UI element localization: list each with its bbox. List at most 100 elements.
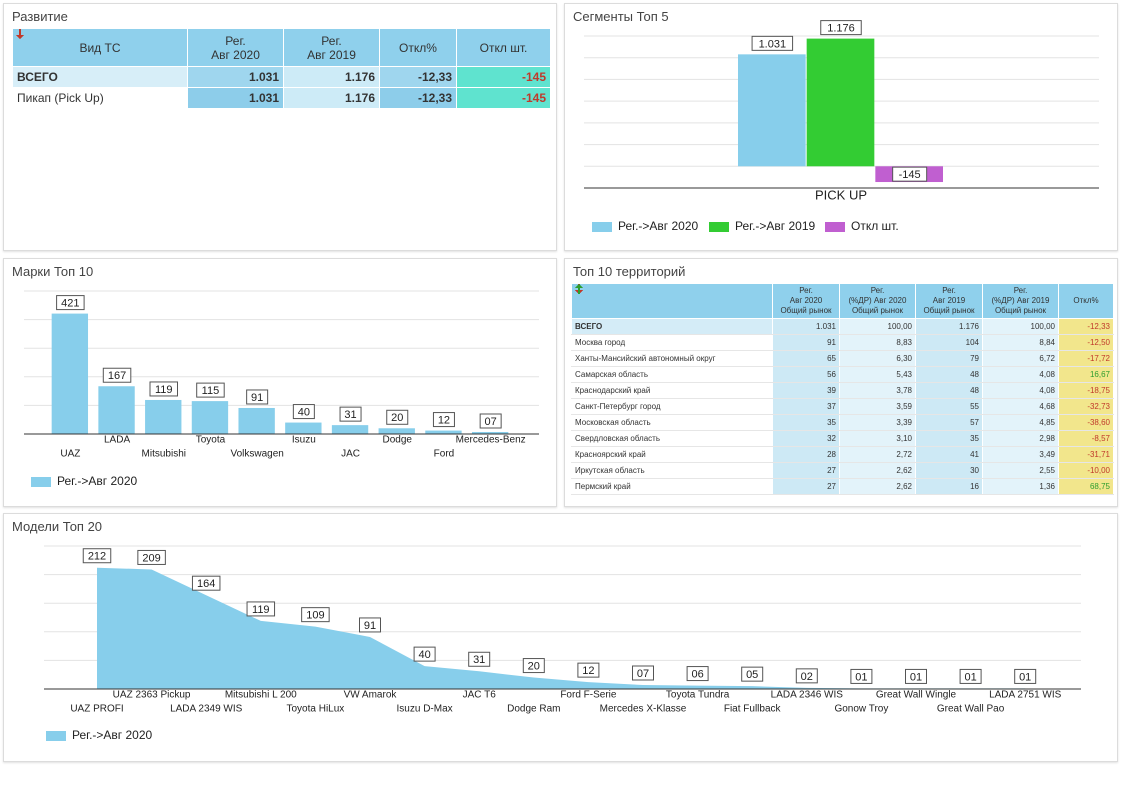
table-cell: 3,49 [982, 446, 1059, 463]
table-cell: 104 [915, 334, 983, 351]
table-cell: -10,00 [574, 283, 1114, 479]
value-label: 91 [364, 620, 376, 632]
table-cell: 55 [915, 398, 983, 415]
table-cell: 2,98 [982, 430, 1059, 447]
x-tick-label: JAC [341, 449, 360, 460]
header-cell: Рег. Авг 2019 [283, 28, 380, 67]
table-row: Ханты-Мансийский автономный округ 65 6,30 7… [571, 283, 1114, 367]
panel-title: Топ 10 территорий [573, 264, 686, 279]
row-label: Ханты-Мансийский автономный округ [571, 350, 773, 367]
x-tick-label: VW Amarok [344, 690, 398, 701]
value-label: 31 [473, 654, 485, 666]
models-chart: 212 209 164 119 109 91 40 31 20 12 07 06 05 02 01 01 01 0… [44, 545, 1081, 742]
area [97, 567, 1026, 689]
table-cell: 5,43 [839, 366, 916, 383]
table-cell: 41 [915, 446, 983, 463]
table-cell: 65 [772, 350, 840, 367]
table-cell: 4,68 [982, 398, 1059, 415]
bar [738, 54, 806, 167]
x-tick-label: Toyota HiLux [286, 704, 344, 715]
table-cell: 35 [915, 430, 983, 447]
table-row: Московская область 35 3,39 57 4,85 -38,60 [571, 283, 1114, 431]
legend-swatch [825, 222, 845, 232]
value-label: 209 [142, 552, 160, 564]
x-tick-label: Mitsubishi L 200 [225, 690, 297, 701]
value-label-box [196, 382, 225, 398]
x-tick-label: LADA 2751 WIS [989, 690, 1062, 701]
table-cell: 2,62 [839, 478, 916, 495]
x-tick-label: Isuzu [292, 435, 316, 446]
header-cell [571, 283, 773, 319]
table-cell: 1.176 [283, 66, 380, 88]
value-label-box [577, 662, 600, 678]
bar [145, 399, 182, 434]
table-cell: 6,30 [839, 350, 916, 367]
value-label: 05 [746, 669, 758, 681]
table-cell: -12,33 [379, 87, 457, 109]
row-label: Пикап (Pick Up) [12, 87, 188, 109]
table-cell: 28 [772, 446, 840, 463]
x-tick-label: Volkswagen [230, 449, 283, 460]
value-label: 02 [801, 671, 813, 683]
value-label-box [522, 658, 545, 674]
value-label: 115 [202, 385, 220, 397]
table-cell: 68,75 [574, 283, 1114, 495]
value-label: 12 [438, 414, 450, 426]
value-label: 421 [61, 298, 79, 310]
table-cell: 3,39 [839, 414, 916, 431]
value-label-box [892, 166, 928, 182]
header-cell: Откл% [379, 28, 457, 67]
x-tick-label: Dodge [383, 435, 413, 446]
table-cell: 1,36 [982, 478, 1059, 495]
table-cell: 27 [772, 478, 840, 495]
table-cell: 30 [915, 462, 983, 479]
table-cell: -12,33 [379, 66, 457, 88]
value-label-box [191, 575, 221, 591]
x-tick-label: LADA 2346 WIS [771, 690, 844, 701]
legend-label: Рег.->Авг 2019 [735, 219, 816, 233]
bar [285, 422, 322, 434]
row-label: Московская область [571, 414, 773, 431]
table-cell: 16,67 [574, 283, 1114, 383]
x-tick-label: PICK UP [815, 187, 867, 202]
table-cell: 1.031 [772, 318, 840, 335]
value-label: 164 [197, 578, 215, 590]
table-cell: 39 [772, 382, 840, 399]
bar [471, 431, 509, 434]
table-cell: 6,72 [982, 350, 1059, 367]
header-cell: Рег. (%ДР) Авг 2020 Общий рынок [839, 283, 916, 319]
x-tick-label: UAZ PROFI [70, 704, 123, 715]
table-cell: 4,08 [982, 382, 1059, 399]
brands-chart: 421 UAZ 167 LADA 119 Mitsubishi 115 Toyota 91 Vol… [24, 290, 539, 488]
table-cell: 2,72 [839, 446, 916, 463]
value-label-box [1014, 668, 1037, 684]
value-label-box [795, 668, 818, 684]
legend-swatch [592, 222, 612, 232]
value-label-box [82, 548, 112, 564]
table-cell: 35 [772, 414, 840, 431]
legend-swatch [709, 222, 729, 232]
row-label: Красноярский край [571, 446, 773, 463]
table-cell: 1.176 [283, 87, 380, 109]
development-table: Вид ТС Рег. Авг 2020 Рег. Авг 2019 Откл% Отк… [12, 28, 551, 109]
table-row: Красноярский край 28 2,72 41 3,49 -31,71 [571, 283, 1114, 463]
value-label-box [149, 381, 178, 397]
table-cell: 1.031 [187, 66, 284, 88]
brands-panel: Марки Топ 10 421 UAZ 167 LADA 119 Mitsubishi 1… [3, 258, 557, 507]
value-label-box [468, 651, 491, 667]
table-cell: 48 [915, 382, 983, 399]
value-label: 40 [418, 649, 430, 661]
segments-chart: 1.031 1.176 -145 PICK UP Рег.->Авг 2020 Рег.-… [584, 20, 1099, 233]
table-cell: -12,33 [574, 283, 1114, 335]
header-row: Вид ТС Рег. Авг 2020 Рег. Авг 2019 Откл% Отк… [12, 28, 551, 67]
table-cell: 3,59 [839, 398, 916, 415]
value-label-box [686, 666, 709, 682]
value-label-box [413, 646, 436, 662]
table-row: ВСЕГО 1.031 1.176 -12,33 -145 [12, 28, 551, 88]
table-row: Свердловская область 32 3,10 35 2,98 -8,57 [571, 283, 1114, 447]
table-cell: 100,00 [839, 318, 916, 335]
x-tick-label: LADA 2349 WIS [170, 704, 243, 715]
x-tick-label: Ford F-Serie [560, 690, 617, 701]
value-label-box [479, 413, 502, 429]
